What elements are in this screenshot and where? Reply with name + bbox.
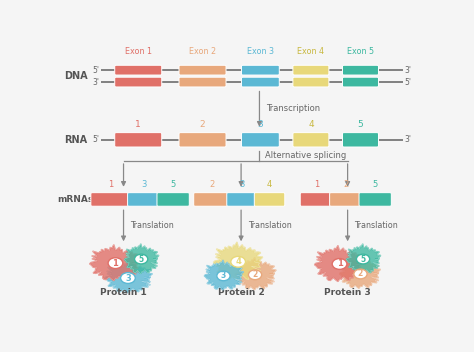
Text: Exon 2: Exon 2 [189, 47, 216, 56]
Text: Exon 3: Exon 3 [247, 47, 274, 56]
FancyBboxPatch shape [227, 193, 257, 206]
Text: Exon 5: Exon 5 [347, 47, 374, 56]
Circle shape [332, 258, 347, 269]
Text: Exon 4: Exon 4 [297, 47, 324, 56]
FancyBboxPatch shape [115, 77, 162, 87]
Text: 1: 1 [136, 120, 141, 129]
Text: Translation: Translation [248, 221, 292, 230]
Text: 5': 5' [92, 66, 100, 75]
FancyBboxPatch shape [179, 77, 226, 87]
Circle shape [356, 254, 370, 264]
Text: 4: 4 [308, 120, 314, 129]
FancyBboxPatch shape [359, 193, 392, 206]
FancyBboxPatch shape [343, 133, 378, 147]
FancyBboxPatch shape [241, 133, 279, 147]
Polygon shape [314, 245, 364, 282]
Text: Alternative splicing: Alternative splicing [265, 151, 346, 160]
FancyBboxPatch shape [255, 193, 285, 206]
Text: 3': 3' [405, 135, 411, 144]
Text: 5: 5 [171, 180, 176, 189]
Text: 5': 5' [92, 135, 100, 144]
FancyBboxPatch shape [293, 133, 329, 147]
Text: 1: 1 [108, 180, 113, 189]
FancyBboxPatch shape [157, 193, 189, 206]
FancyBboxPatch shape [343, 65, 378, 75]
Circle shape [120, 272, 135, 283]
Text: 5: 5 [357, 120, 364, 129]
Polygon shape [124, 244, 159, 274]
Text: 1: 1 [314, 180, 319, 189]
Polygon shape [235, 257, 276, 290]
Text: 3: 3 [257, 120, 263, 129]
FancyBboxPatch shape [115, 133, 162, 147]
Polygon shape [213, 242, 263, 281]
Text: Translation: Translation [130, 221, 174, 230]
FancyBboxPatch shape [128, 193, 160, 206]
Polygon shape [346, 244, 381, 274]
Circle shape [248, 270, 262, 280]
Text: 4: 4 [235, 257, 241, 266]
FancyBboxPatch shape [293, 77, 329, 87]
Polygon shape [204, 260, 244, 290]
FancyBboxPatch shape [343, 77, 378, 87]
FancyBboxPatch shape [300, 193, 333, 206]
Polygon shape [105, 262, 153, 293]
Text: 3': 3' [92, 77, 100, 87]
Circle shape [217, 271, 230, 281]
Text: RNA: RNA [64, 135, 87, 145]
Circle shape [108, 258, 123, 269]
FancyBboxPatch shape [91, 193, 130, 206]
Text: Protein 2: Protein 2 [218, 288, 264, 297]
Text: 1: 1 [112, 259, 118, 268]
Circle shape [354, 269, 367, 279]
Text: 3: 3 [125, 274, 131, 283]
FancyBboxPatch shape [179, 65, 226, 75]
Text: 3: 3 [239, 180, 245, 189]
FancyBboxPatch shape [241, 77, 279, 87]
Circle shape [135, 254, 148, 264]
Text: 2: 2 [358, 270, 363, 278]
Polygon shape [339, 257, 381, 288]
FancyBboxPatch shape [179, 133, 226, 147]
Text: 5: 5 [138, 254, 144, 264]
FancyBboxPatch shape [241, 65, 279, 75]
FancyBboxPatch shape [329, 193, 362, 206]
Text: Translation: Translation [354, 221, 398, 230]
Text: DNA: DNA [64, 71, 88, 81]
Text: 2: 2 [209, 180, 214, 189]
Circle shape [231, 256, 246, 267]
FancyBboxPatch shape [194, 193, 230, 206]
Text: 3: 3 [221, 271, 226, 281]
Text: Protein 3: Protein 3 [324, 288, 371, 297]
Text: 2: 2 [253, 270, 258, 279]
Text: mRNAs: mRNAs [58, 195, 94, 204]
Text: 3: 3 [141, 180, 146, 189]
Text: Exon 1: Exon 1 [125, 47, 152, 56]
Text: 1: 1 [337, 259, 343, 269]
Text: 5: 5 [361, 254, 365, 264]
FancyBboxPatch shape [293, 65, 329, 75]
Text: 5: 5 [373, 180, 378, 189]
Polygon shape [90, 245, 140, 281]
Text: 2: 2 [343, 180, 348, 189]
Text: Protein 1: Protein 1 [100, 288, 147, 297]
Text: 2: 2 [200, 120, 205, 129]
Text: 4: 4 [267, 180, 272, 189]
Text: Transcription: Transcription [266, 104, 320, 113]
Text: 3': 3' [405, 66, 411, 75]
Text: 5': 5' [405, 77, 411, 87]
FancyBboxPatch shape [115, 65, 162, 75]
